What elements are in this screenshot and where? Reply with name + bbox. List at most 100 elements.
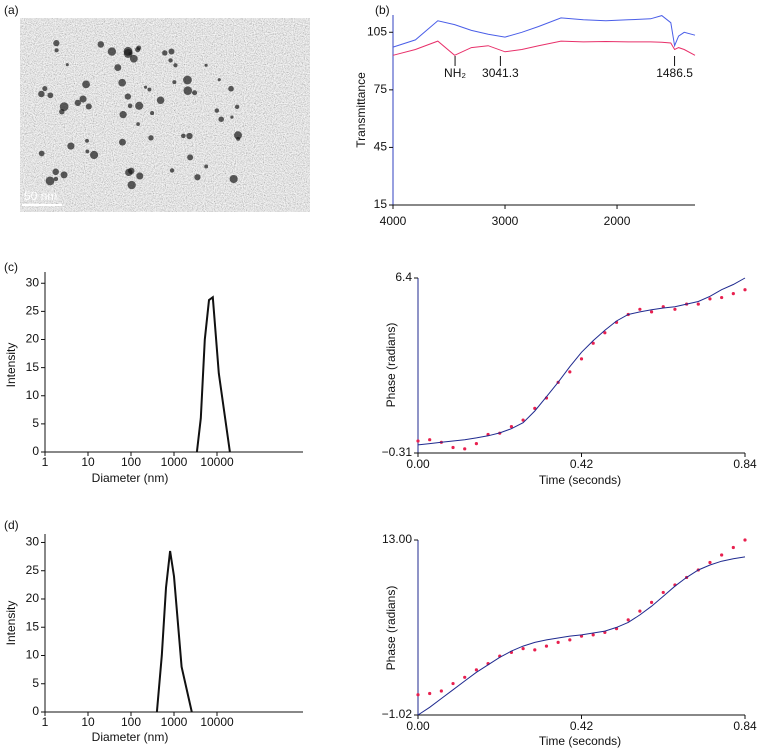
particle [85,103,92,110]
data-point [708,560,712,565]
data-line [417,556,746,716]
particle [123,46,133,56]
particle [181,133,186,139]
particle [183,75,192,85]
data-point [626,618,630,622]
x-tick-label: 3000 [492,214,519,228]
y-axis-label: Transmittance [354,72,368,148]
x-tick-label: 10000 [200,715,234,729]
data-point [649,310,654,314]
data-point [708,297,712,301]
particle [217,78,221,82]
particle [148,135,154,141]
particle [79,95,87,103]
x-tick-label: 100 [121,455,141,469]
particle [74,99,81,107]
particle [204,164,209,169]
data-point [603,331,607,335]
x-tick-label: 0.00 [406,457,430,471]
data-point [521,418,525,422]
y-tick-label: 13.00 [382,532,412,546]
x-tick-label: 0.42 [570,457,594,471]
data-point [521,646,525,651]
particle [59,102,69,112]
data-point [533,406,537,411]
data-point [428,691,432,696]
y-tick-label: 5 [32,416,39,430]
particle [234,104,240,110]
particle [150,111,155,116]
data-point [661,590,665,595]
tem-image: 50 nm [20,18,310,212]
particle [53,176,59,182]
y-tick-label: 25 [26,304,40,318]
x-tick-label: 1000 [161,455,188,469]
data-line [155,550,193,713]
data-point [731,292,735,296]
x-tick-label: 1 [42,455,49,469]
panel-label: (c) [4,260,18,274]
annotation: 1486.5 [656,66,693,80]
data-point [649,600,654,605]
x-tick-label: 0.42 [570,719,594,733]
data-point [568,638,572,642]
particle [236,136,241,141]
y-tick-label: 25 [26,563,40,577]
particle [214,108,220,113]
particle [107,47,117,56]
y-tick-label: 10 [26,648,40,662]
data-point [568,370,572,374]
x-tick-label: 0.84 [733,457,757,471]
panel-label: (d) [4,518,19,532]
particle [228,85,234,92]
x-tick-label: 10000 [200,455,234,469]
y-tick-label: −0.31 [382,445,413,459]
data-point [591,633,595,637]
particle [168,58,173,63]
y-axis-label: Intensity [4,343,18,388]
particle [194,174,201,181]
particle [147,87,152,92]
data-point [463,447,467,451]
particle [127,180,136,190]
particle [119,138,126,146]
data-line [392,15,696,48]
y-tick-label: 5 [32,676,39,690]
data-line [392,40,696,56]
data-point [439,689,443,693]
particle [89,150,99,160]
data-point [556,640,560,644]
particle [229,174,238,184]
data-point [673,307,677,311]
y-axis-label: Phase (radians) [384,323,398,408]
data-point [743,288,747,292]
y-tick-label: 6.4 [395,270,412,284]
y-tick-label: −1.02 [382,707,413,721]
particle [52,168,59,176]
particle [135,101,144,110]
data-point [416,439,420,443]
data-point [463,675,467,679]
particle [136,172,144,180]
y-tick-label: 0 [32,444,39,458]
particle [162,50,168,56]
particle [38,90,45,98]
particle [45,176,55,186]
data-line [195,295,231,453]
particle [125,168,133,177]
x-axis-label: Diameter (nm) [92,471,169,485]
micrograph [20,18,310,212]
annotation: 3041.3 [482,66,519,80]
particle [169,168,175,173]
particle [127,103,133,109]
particle [97,41,105,48]
particle [143,85,148,89]
particle [192,90,198,96]
particle [183,86,193,95]
particle [119,111,127,119]
annotation: NH₂ [444,66,466,80]
particle [124,93,132,100]
data-point [743,538,747,542]
data-line [417,277,746,446]
